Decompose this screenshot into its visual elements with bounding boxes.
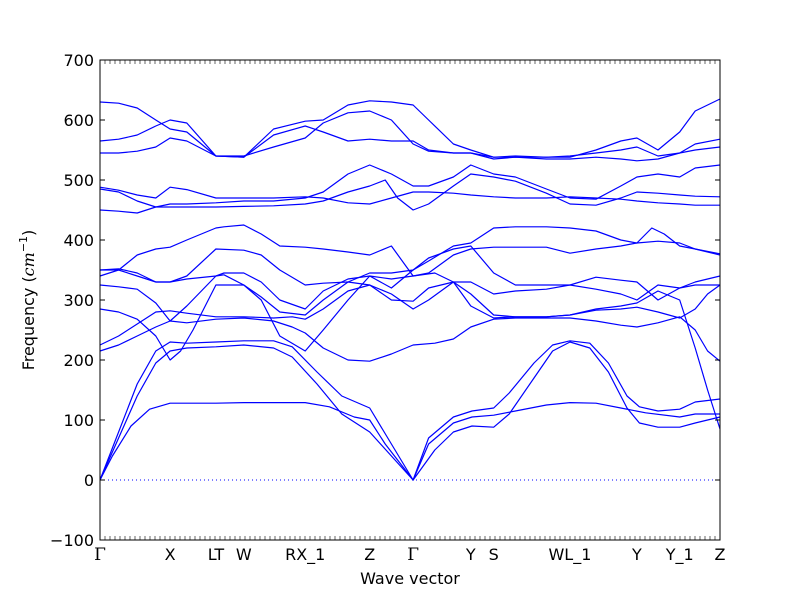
y-tick-labels: −100 0 100 200 300 400 500 600 700 — [50, 51, 94, 550]
band-line-12 — [99, 173, 721, 211]
x-tick-label: Z — [364, 545, 375, 564]
band-line-7 — [99, 274, 720, 322]
y-tick-label: 600 — [63, 111, 94, 130]
x-axis-label: Wave vector — [360, 569, 460, 588]
x-tick-labels: Γ X LT W RX_1 Z Γ Y S WL_1 Y Y_1 Z — [94, 545, 725, 565]
band-lines — [99, 98, 721, 481]
x-tick-label: WL_1 — [548, 545, 591, 565]
band-line-1 — [99, 341, 721, 481]
x-tick-label: Y — [465, 545, 476, 564]
band-line-3 — [99, 340, 721, 481]
y-tick-label: 400 — [63, 231, 94, 250]
y-tick-label: 200 — [63, 351, 94, 370]
x-tick-label: RX_1 — [285, 545, 325, 565]
band-line-11 — [99, 164, 721, 214]
band-line-8 — [100, 245, 721, 310]
x-tick-label: LT — [208, 545, 225, 564]
axis-ticks — [99, 59, 721, 541]
band-line-14 — [100, 110, 721, 158]
band-line-13 — [99, 186, 720, 206]
y-axis-label-close: ) — [19, 230, 38, 236]
y-axis-label-unit: cm — [19, 252, 38, 276]
y-axis-label-main: Frequency ( — [19, 276, 38, 370]
y-tick-label: 100 — [63, 411, 94, 430]
y-tick-label: 700 — [63, 51, 94, 70]
y-axis-label: Frequency (cm−1) — [17, 230, 38, 371]
y-tick-label: 0 — [84, 471, 94, 490]
x-tick-label: Y_1 — [665, 545, 694, 565]
x-tick-label: Γ — [407, 545, 419, 565]
band-line-9 — [99, 224, 721, 277]
x-tick-label: W — [236, 545, 252, 564]
band-line-15 — [99, 119, 721, 162]
band-line-6 — [99, 272, 721, 430]
x-tick-label: Γ — [94, 545, 106, 565]
band-line-2 — [99, 402, 720, 481]
x-tick-label: Z — [715, 545, 726, 564]
x-tick-label: X — [165, 545, 176, 564]
x-tick-label: S — [489, 545, 499, 564]
band-line-10 — [99, 226, 721, 286]
plot-frame — [99, 59, 721, 541]
x-tick-label: Y — [631, 545, 642, 564]
y-tick-label: −100 — [50, 531, 94, 550]
band-line-4 — [99, 316, 721, 362]
y-tick-label: 300 — [63, 291, 94, 310]
band-line-16 — [99, 98, 721, 158]
band-line-5 — [99, 281, 721, 346]
y-axis-label-exp: −1 — [17, 236, 30, 252]
y-tick-label: 500 — [63, 171, 94, 190]
